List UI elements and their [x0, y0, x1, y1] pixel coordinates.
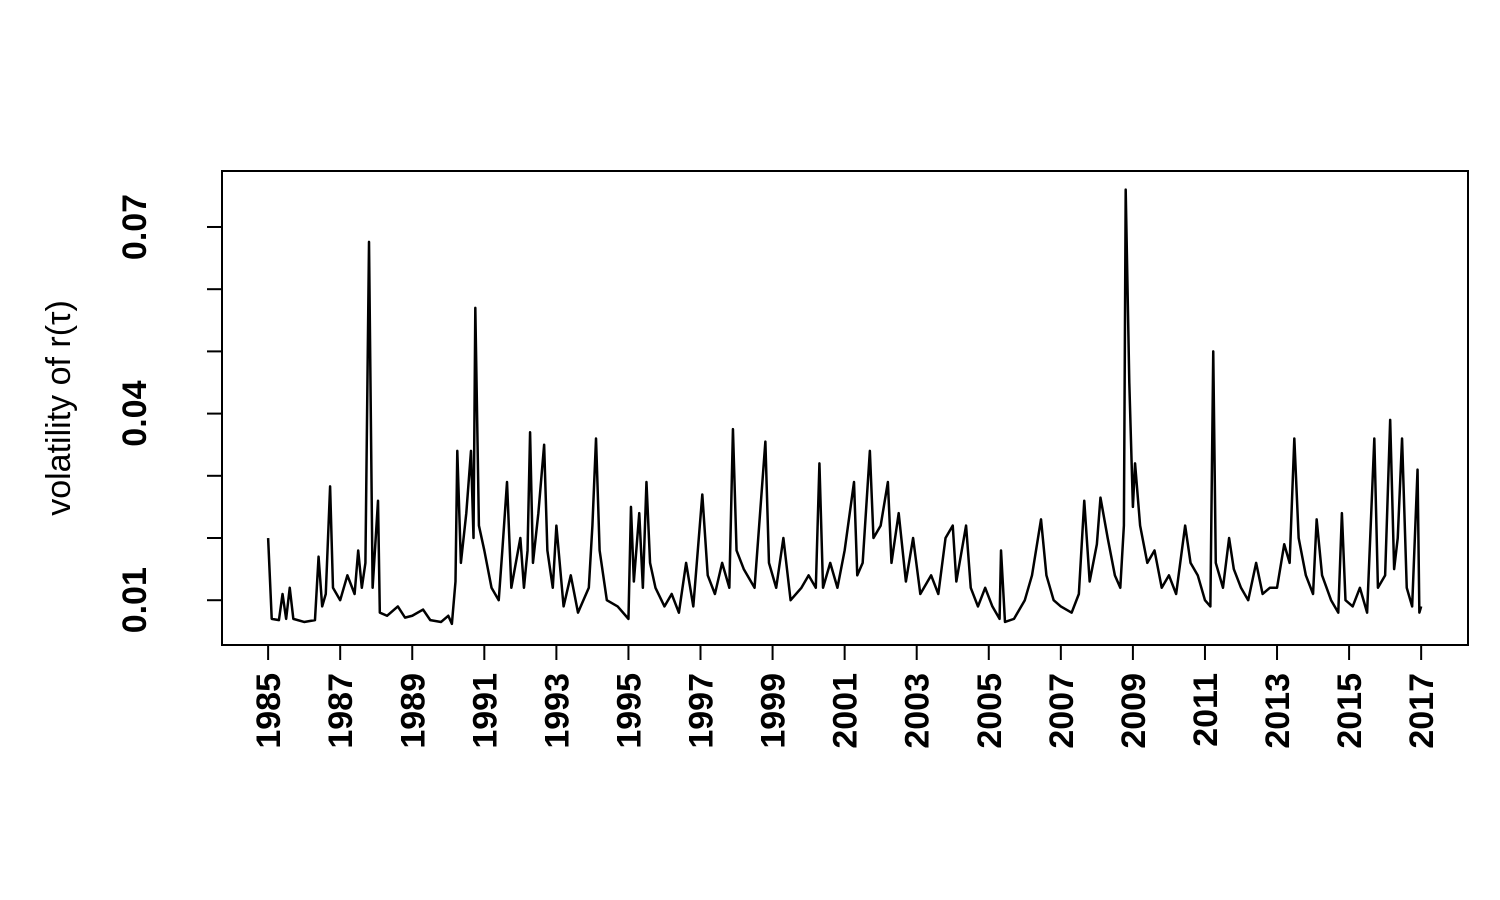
x-tick-label: 2011 [1187, 673, 1225, 747]
x-tick-label: 1995 [610, 673, 648, 749]
y-axis-label: volatility of r(τ) [40, 300, 78, 516]
x-tick-label: 1999 [755, 673, 793, 749]
x-tick-label: 2007 [1043, 673, 1081, 749]
x-tick-label: 2017 [1403, 673, 1441, 749]
x-tick-label: 2015 [1331, 673, 1369, 749]
x-tick-label: 1993 [538, 673, 576, 749]
y-tick-label: 0.07 [116, 194, 154, 260]
plot-frame [221, 170, 1469, 646]
x-tick-label: 1991 [466, 673, 504, 749]
x-tick-label: 1987 [322, 673, 360, 749]
y-tick-label: 0.04 [116, 380, 154, 446]
y-tick-label: 0.01 [116, 567, 154, 633]
x-tick-label: 1985 [250, 673, 288, 749]
x-tick-label: 2009 [1115, 673, 1153, 749]
x-tick-label: 1989 [394, 673, 432, 749]
x-tick-label: 2005 [971, 673, 1009, 749]
x-tick-label: 1997 [683, 673, 721, 749]
data-line [266, 188, 1423, 626]
x-tick-label: 2001 [827, 673, 865, 749]
x-tick-label: 2013 [1259, 673, 1297, 749]
x-tick-label: 2003 [899, 673, 937, 749]
